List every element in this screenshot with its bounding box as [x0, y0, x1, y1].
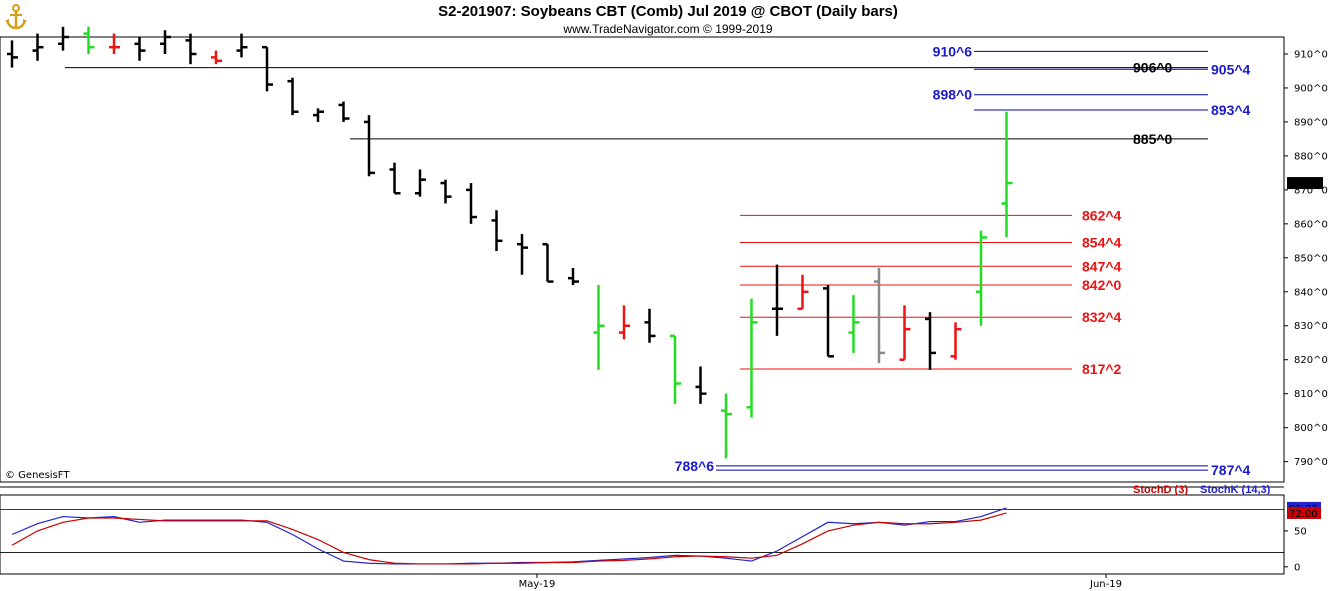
level-label: 898^0 — [933, 87, 973, 103]
ohlc-bar — [109, 33, 120, 54]
ohlc-bar — [619, 305, 630, 340]
ohlc-bar — [593, 284, 605, 370]
ohlc-bar — [7, 40, 18, 68]
ohlc-bar — [338, 101, 350, 122]
ohlc-bar — [32, 33, 44, 61]
ohlc-bar — [415, 169, 426, 197]
ohlc-bar — [517, 234, 528, 275]
ohlc-bar — [491, 210, 503, 252]
y-tick-label: 880^0 — [1294, 151, 1328, 162]
level-label: 905^4 — [1211, 61, 1251, 77]
y-tick-label: 790^0 — [1294, 457, 1328, 468]
ohlc-bar — [874, 267, 885, 364]
level-label: 842^0 — [1082, 277, 1122, 293]
chart-frame — [0, 36, 1285, 575]
x-tick-label: May-19 — [519, 579, 556, 590]
y-tick-label: 890^0 — [1294, 117, 1328, 128]
ohlc-bar — [440, 179, 452, 204]
y-tick-label: 800^0 — [1294, 423, 1328, 434]
stoch-d-line — [11, 512, 1007, 565]
ohlc-bar — [950, 322, 962, 360]
last-price-label: 872^0 — [1289, 179, 1323, 190]
chart-header: S2-201907: Soybeans CBT (Comb) Jul 2019 … — [0, 0, 1336, 37]
ohlc-bar — [134, 37, 146, 61]
ohlc-bar — [542, 242, 554, 283]
ohlc-bars: May-19 Jun-19 — [7, 26, 1122, 590]
chart-subtitle: www.TradeNavigator.com © 1999-2019 — [563, 22, 773, 36]
legend-stochd: StochD (3) — [1133, 484, 1188, 496]
price-axis: 790^0 800^0 810^0 820^0 830^0 840^0 850^0 860^0… — [1284, 49, 1328, 468]
ohlc-bar — [1001, 111, 1013, 238]
level-label: 862^4 — [1082, 207, 1122, 223]
stoch-panel-border — [0, 494, 1285, 575]
ohlc-bar — [746, 298, 758, 418]
ohlc-bar — [670, 334, 681, 404]
level-label: 885^0 — [1133, 131, 1173, 147]
copyright-label: © GenesisFT — [5, 470, 70, 481]
y-tick-label: 810^0 — [1294, 389, 1328, 400]
ohlc-bar — [364, 115, 375, 177]
stoch-k-line — [11, 507, 1007, 565]
ohlc-bar — [772, 264, 783, 336]
ohlc-bar — [721, 393, 732, 459]
level-label: 893^4 — [1211, 102, 1251, 118]
y-tick-label: 840^0 — [1294, 287, 1328, 298]
level-label: 787^4 — [1211, 462, 1251, 478]
level-label: 788^6 — [675, 458, 715, 474]
ohlc-bar — [389, 162, 401, 195]
stoch-tick-label: 50 — [1294, 526, 1307, 537]
ohlc-bar — [644, 308, 656, 343]
y-tick-label: 910^0 — [1294, 49, 1328, 60]
ohlc-bar — [568, 267, 579, 285]
stoch-d-tag — [1287, 506, 1321, 519]
ohlc-bar — [797, 274, 809, 311]
chart-title: S2-201907: Soybeans CBT (Comb) Jul 2019 … — [438, 3, 898, 20]
ohlc-bar — [848, 295, 860, 353]
ohlc-bar — [185, 33, 197, 65]
level-label: 817^2 — [1082, 361, 1122, 377]
legend-stochk: StochK (14,3) — [1200, 484, 1271, 496]
x-tick-label: Jun-19 — [1089, 579, 1122, 590]
ohlc-bar — [262, 45, 273, 92]
ohlc-bar — [211, 50, 222, 65]
level-label: 854^4 — [1082, 235, 1122, 251]
ohlc-bar — [236, 33, 248, 58]
price-panel-border — [0, 36, 1285, 483]
y-tick-label: 870^0 — [1294, 185, 1328, 196]
last-price-tag — [1287, 177, 1323, 190]
ohlc-bar — [287, 77, 299, 116]
y-tick-label: 820^0 — [1294, 355, 1328, 366]
ohlc-bar — [160, 30, 171, 54]
level-lines: 910^6 905^4 906^0 898^0 893^4 885^0 862^4 854^4… — [65, 43, 1251, 478]
anchor-logo-icon — [5, 4, 27, 30]
level-label: 910^6 — [933, 43, 973, 59]
ohlc-bar — [823, 284, 834, 358]
ohlc-bar — [925, 312, 936, 370]
y-tick-label: 860^0 — [1294, 219, 1328, 230]
ohlc-bar — [976, 230, 987, 326]
ohlc-bar — [313, 108, 324, 122]
stoch-tick-label: 0 — [1294, 562, 1300, 573]
level-label: 847^4 — [1082, 258, 1122, 274]
stoch-d-label: 72.00 — [1289, 509, 1318, 520]
y-tick-label: 830^0 — [1294, 321, 1328, 332]
ohlc-bar — [899, 305, 911, 361]
ohlc-bar — [58, 26, 69, 51]
ohlc-bar — [695, 366, 707, 404]
ohlc-bar — [466, 183, 477, 224]
ohlc-bar — [83, 26, 95, 54]
level-label: 832^4 — [1082, 309, 1122, 325]
y-tick-label: 850^0 — [1294, 253, 1328, 264]
y-tick-label: 900^0 — [1294, 83, 1328, 94]
level-label: 906^0 — [1133, 60, 1173, 76]
